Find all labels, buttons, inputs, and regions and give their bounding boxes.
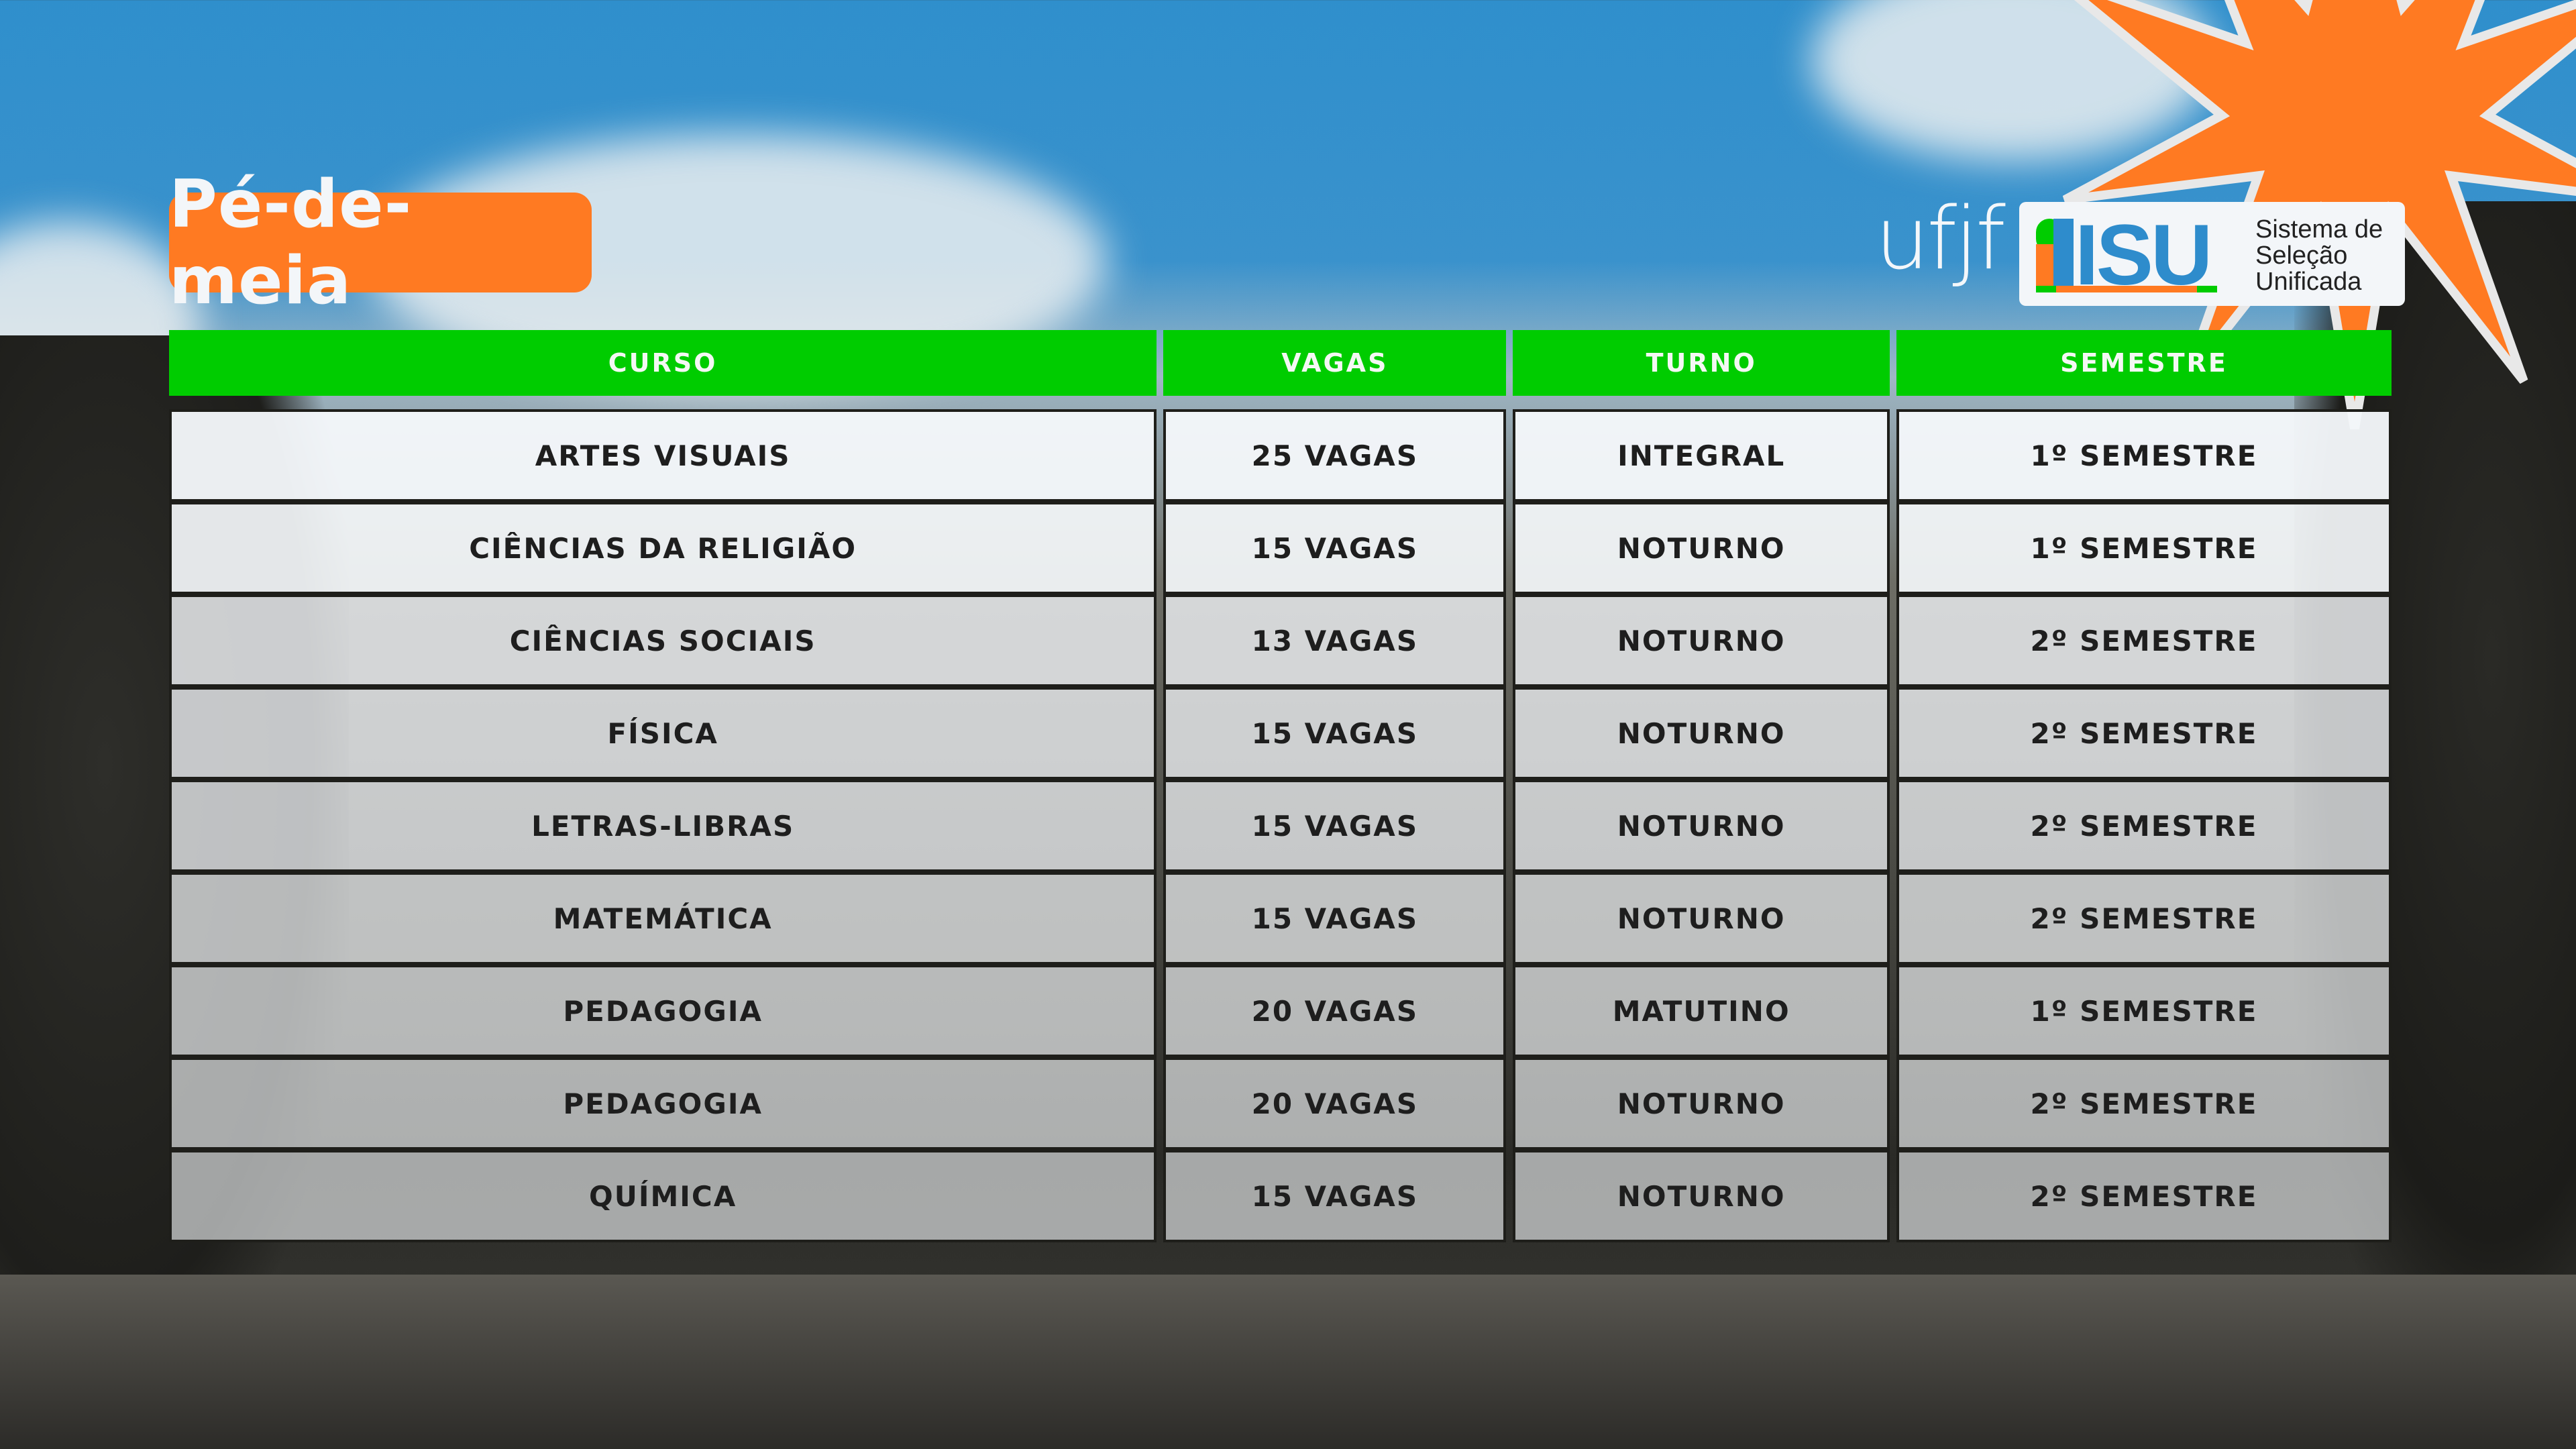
cell-semestre: 2º SEMESTRE xyxy=(1896,1057,2392,1150)
sisu-subtitle: Sistema de Seleção Unificada xyxy=(2255,217,2383,295)
table-row: ARTES VISUAIS 25 VAGAS INTEGRAL 1º SEMESTRE xyxy=(169,409,2392,502)
cell-curso: MATEMÁTICA xyxy=(169,872,1157,965)
table-row: LETRAS-LIBRAS 15 VAGAS NOTURNO 2º SEMESTRE xyxy=(169,780,2392,872)
sisu-subtitle-line: Seleção xyxy=(2255,241,2348,270)
table-row: QUÍMICA 15 VAGAS NOTURNO 2º SEMESTRE xyxy=(169,1150,2392,1242)
header-turno: TURNO xyxy=(1513,330,1890,396)
sisu-subtitle-line: Unificada xyxy=(2255,268,2362,296)
courses-table: CURSO VAGAS TURNO SEMESTRE ARTES VISUAIS… xyxy=(162,330,2398,1242)
sisu-logo-text: ISU xyxy=(2075,219,2210,292)
cell-curso: ARTES VISUAIS xyxy=(169,409,1157,502)
sisu-logo: ISU Sistema de Seleção Unificada xyxy=(2019,202,2405,306)
cell-vagas: 20 VAGAS xyxy=(1163,965,1507,1057)
cell-semestre: 2º SEMESTRE xyxy=(1896,780,2392,872)
table-row: MATEMÁTICA 15 VAGAS NOTURNO 2º SEMESTRE xyxy=(169,872,2392,965)
cell-semestre: 2º SEMESTRE xyxy=(1896,872,2392,965)
cell-semestre: 1º SEMESTRE xyxy=(1896,502,2392,594)
cell-semestre: 2º SEMESTRE xyxy=(1896,1150,2392,1242)
cell-vagas: 15 VAGAS xyxy=(1163,872,1507,965)
cell-turno: MATUTINO xyxy=(1513,965,1890,1057)
page-title: Pé-de-meia xyxy=(169,166,413,319)
cell-curso: PEDAGOGIA xyxy=(169,965,1157,1057)
table-header-row: CURSO VAGAS TURNO SEMESTRE xyxy=(169,330,2392,396)
title-badge: Pé-de-meia xyxy=(169,166,592,319)
table-row: CIÊNCIAS SOCIAIS 13 VAGAS NOTURNO 2º SEMEST… xyxy=(169,594,2392,687)
cell-curso: PEDAGOGIA xyxy=(169,1057,1157,1150)
cell-semestre: 1º SEMESTRE xyxy=(1896,965,2392,1057)
cell-turno: NOTURNO xyxy=(1513,1057,1890,1150)
cell-turno: NOTURNO xyxy=(1513,687,1890,780)
background-road xyxy=(0,1275,2576,1449)
header-vagas: VAGAS xyxy=(1163,330,1507,396)
sisu-logo-mark: ISU xyxy=(2036,219,2217,292)
cell-curso: CIÊNCIAS DA RELIGIÃO xyxy=(169,502,1157,594)
table-row: PEDAGOGIA 20 VAGAS NOTURNO 2º SEMESTRE xyxy=(169,1057,2392,1150)
table-row: PEDAGOGIA 20 VAGAS MATUTINO 1º SEMESTRE xyxy=(169,965,2392,1057)
cell-turno: NOTURNO xyxy=(1513,594,1890,687)
cell-curso: QUÍMICA xyxy=(169,1150,1157,1242)
cell-semestre: 1º SEMESTRE xyxy=(1896,409,2392,502)
cell-vagas: 25 VAGAS xyxy=(1163,409,1507,502)
cell-semestre: 2º SEMESTRE xyxy=(1896,594,2392,687)
table-row: CIÊNCIAS DA RELIGIÃO 15 VAGAS NOTURNO 1º SE… xyxy=(169,502,2392,594)
cell-curso: LETRAS-LIBRAS xyxy=(169,780,1157,872)
cell-vagas: 13 VAGAS xyxy=(1163,594,1507,687)
cell-turno: NOTURNO xyxy=(1513,502,1890,594)
cell-curso: FÍSICA xyxy=(169,687,1157,780)
header-semestre: SEMESTRE xyxy=(1896,330,2392,396)
cell-vagas: 15 VAGAS xyxy=(1163,687,1507,780)
cell-vagas: 15 VAGAS xyxy=(1163,780,1507,872)
ufjf-logo: ufjf xyxy=(1875,189,2006,289)
cell-turno: NOTURNO xyxy=(1513,872,1890,965)
cell-vagas: 15 VAGAS xyxy=(1163,1150,1507,1242)
header-curso: CURSO xyxy=(169,330,1157,396)
table-row: FÍSICA 15 VAGAS NOTURNO 2º SEMESTRE xyxy=(169,687,2392,780)
cell-turno: INTEGRAL xyxy=(1513,409,1890,502)
cell-vagas: 15 VAGAS xyxy=(1163,502,1507,594)
cell-turno: NOTURNO xyxy=(1513,1150,1890,1242)
cell-semestre: 2º SEMESTRE xyxy=(1896,687,2392,780)
cell-turno: NOTURNO xyxy=(1513,780,1890,872)
cell-curso: CIÊNCIAS SOCIAIS xyxy=(169,594,1157,687)
sisu-subtitle-line: Sistema de xyxy=(2255,215,2383,244)
cell-vagas: 20 VAGAS xyxy=(1163,1057,1507,1150)
